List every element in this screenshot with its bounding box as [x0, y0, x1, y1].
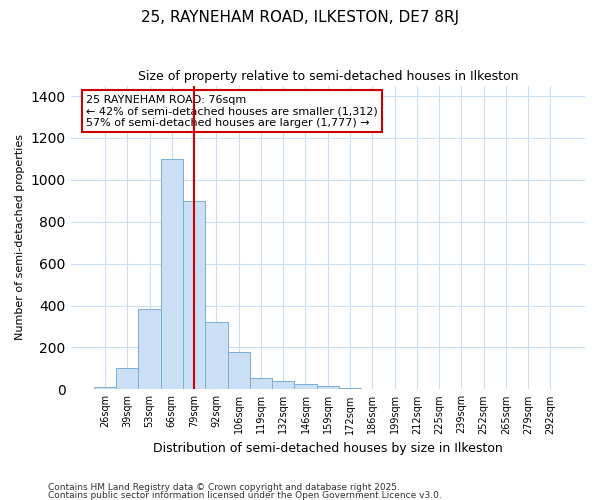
Title: Size of property relative to semi-detached houses in Ilkeston: Size of property relative to semi-detach… — [137, 70, 518, 83]
Bar — [317, 386, 339, 390]
Bar — [116, 368, 139, 390]
Bar — [295, 384, 317, 390]
Bar — [205, 322, 227, 390]
Text: Contains HM Land Registry data © Crown copyright and database right 2025.: Contains HM Land Registry data © Crown c… — [48, 484, 400, 492]
Y-axis label: Number of semi-detached properties: Number of semi-detached properties — [15, 134, 25, 340]
Bar — [272, 381, 295, 390]
Bar — [361, 388, 383, 390]
Text: 25 RAYNEHAM ROAD: 76sqm
← 42% of semi-detached houses are smaller (1,312)
57% of: 25 RAYNEHAM ROAD: 76sqm ← 42% of semi-de… — [86, 94, 378, 128]
X-axis label: Distribution of semi-detached houses by size in Ilkeston: Distribution of semi-detached houses by … — [153, 442, 503, 455]
Bar — [339, 388, 361, 390]
Bar — [227, 352, 250, 390]
Bar — [94, 387, 116, 390]
Bar — [139, 308, 161, 390]
Text: 25, RAYNEHAM ROAD, ILKESTON, DE7 8RJ: 25, RAYNEHAM ROAD, ILKESTON, DE7 8RJ — [141, 10, 459, 25]
Bar — [161, 159, 183, 390]
Bar — [250, 378, 272, 390]
Text: Contains public sector information licensed under the Open Government Licence v3: Contains public sector information licen… — [48, 490, 442, 500]
Bar — [183, 201, 205, 390]
